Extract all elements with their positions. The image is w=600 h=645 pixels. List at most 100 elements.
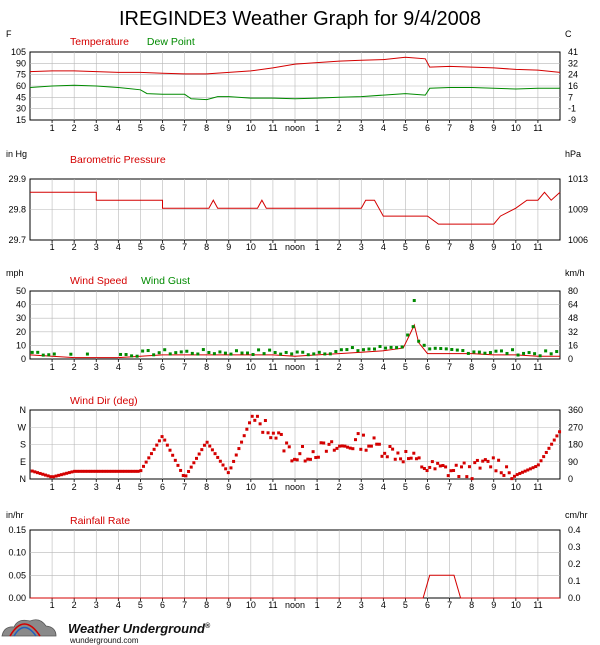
- gust-point: [190, 351, 194, 355]
- y-tick-label-left: 30: [16, 313, 26, 323]
- wind-dir-point: [441, 464, 445, 468]
- gust-point: [389, 345, 393, 349]
- wind-dir-point: [491, 456, 495, 460]
- x-tick-label: 1: [315, 362, 320, 372]
- y-tick-label-left: N: [20, 474, 27, 484]
- x-tick-label: 4: [116, 242, 121, 252]
- wind-dir-point: [531, 466, 535, 470]
- wind-dir-point: [314, 456, 318, 460]
- wind-dir-point: [184, 474, 188, 478]
- wind-dir-point: [216, 455, 220, 459]
- x-tick-label: 9: [491, 123, 496, 133]
- wind-dir-point: [30, 469, 34, 473]
- gust-point: [455, 348, 459, 352]
- wind-dir-point: [104, 469, 108, 473]
- gust-point: [444, 347, 448, 351]
- wind-dir-point: [192, 461, 196, 465]
- gust-point: [472, 350, 476, 354]
- x-tick-label: 3: [359, 123, 364, 133]
- y-tick-label-right: 16: [568, 81, 578, 91]
- wind-dir-point: [123, 469, 127, 473]
- gust-point: [533, 352, 537, 356]
- series-label: Dew Point: [147, 36, 195, 48]
- x-tick-label: 7: [447, 242, 452, 252]
- wind-dir-point: [330, 440, 334, 444]
- wind-dir-point: [332, 448, 336, 452]
- y-tick-label-right: 0.0: [568, 593, 581, 603]
- x-tick-label: 9: [226, 482, 231, 492]
- wind-dir-point: [229, 466, 233, 470]
- wind-dir-point: [497, 458, 501, 462]
- series-label: Barometric Pressure: [70, 154, 166, 166]
- wind-dir-point: [59, 473, 63, 477]
- wind-dir-point: [163, 438, 167, 442]
- wind-dir-point: [526, 468, 530, 472]
- wind-dir-point: [351, 447, 355, 451]
- wind-dir-point: [322, 441, 326, 445]
- wind-dir-point: [189, 465, 193, 469]
- gust-point: [522, 351, 526, 355]
- wind-dir-point: [486, 459, 490, 463]
- wind-dir-point: [364, 448, 368, 452]
- gust-point: [494, 349, 498, 353]
- wind-dir-point: [279, 432, 283, 436]
- wind-dir-point: [240, 440, 244, 444]
- y-tick-label-right: 32: [568, 327, 578, 337]
- logo-site: wunderground.com: [69, 636, 139, 645]
- x-tick-label: 4: [381, 242, 386, 252]
- y-tick-label-left: 20: [16, 327, 26, 337]
- x-tick-label: 8: [204, 242, 209, 252]
- x-tick-label: 8: [469, 242, 474, 252]
- y-tick-label-left: S: [20, 440, 26, 450]
- series-label: Wind Dir (deg): [70, 395, 138, 407]
- y-tick-label-left: 29.9: [8, 174, 26, 184]
- wind-dir-point: [383, 451, 387, 455]
- gust-point: [422, 343, 426, 347]
- gust-point: [466, 351, 470, 355]
- y-tick-label-left: 75: [16, 70, 26, 80]
- x-tick-label: 2: [72, 482, 77, 492]
- wind-dir-point: [499, 471, 503, 475]
- left-unit-label: mph: [6, 268, 24, 278]
- wind-dir-point: [369, 444, 373, 448]
- right-unit-label: km/h: [565, 268, 585, 278]
- wind-dir-point: [115, 469, 119, 473]
- gust-point: [268, 348, 272, 352]
- gust-point: [262, 352, 266, 356]
- wind-dir-point: [221, 463, 225, 467]
- x-tick-label: 1: [315, 123, 320, 133]
- gust-point: [334, 350, 338, 354]
- y-tick-label-left: 0.15: [8, 525, 26, 535]
- x-tick-label: 11: [268, 123, 277, 133]
- x-tick-label: 11: [268, 362, 277, 372]
- x-tick-label: 7: [182, 242, 187, 252]
- wind-dir-point: [308, 457, 312, 461]
- wind-dir-point: [324, 449, 328, 453]
- wind-dir-point: [481, 459, 485, 463]
- x-tick-label: 2: [337, 123, 342, 133]
- wind-dir-point: [510, 477, 514, 481]
- gust-point: [345, 348, 349, 352]
- series-line: [30, 574, 560, 599]
- rainbow-icon: [13, 626, 37, 637]
- x-tick-label: 2: [337, 600, 342, 610]
- wind-dir-point: [41, 472, 45, 476]
- gust-point: [163, 348, 167, 352]
- wind-dir-point: [51, 475, 55, 479]
- wind-dir-point: [478, 466, 482, 470]
- wind-dir-point: [271, 431, 275, 435]
- wind-dir-point: [438, 464, 442, 468]
- x-tick-label: 6: [160, 600, 165, 610]
- y-tick-label-left: 40: [16, 300, 26, 310]
- wind-dir-point: [179, 468, 183, 472]
- x-tick-label: 4: [116, 362, 121, 372]
- gust-point: [223, 351, 227, 355]
- x-tick-label: 3: [94, 362, 99, 372]
- logo-trademark: ®: [205, 622, 211, 630]
- wind-dir-point: [46, 474, 50, 478]
- gust-point: [146, 349, 150, 353]
- wind-dir-point: [102, 469, 106, 473]
- wind-dir-point: [96, 469, 100, 473]
- wind-dir-point: [218, 459, 222, 463]
- x-tick-label: 4: [381, 600, 386, 610]
